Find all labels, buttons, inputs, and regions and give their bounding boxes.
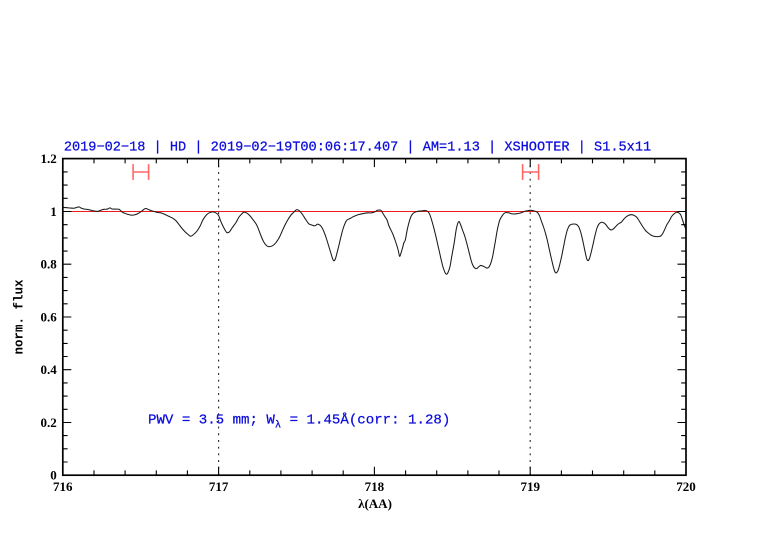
svg-text:0: 0 xyxy=(50,468,57,483)
svg-text:716: 716 xyxy=(53,479,73,494)
svg-text:PWV = 3.5 mm; Wλ = 1.45Å(corr:: PWV = 3.5 mm; Wλ = 1.45Å(corr: 1.28) xyxy=(148,412,450,432)
svg-text:720: 720 xyxy=(676,479,696,494)
svg-text:1: 1 xyxy=(50,204,57,219)
svg-text:0.2: 0.2 xyxy=(41,415,57,430)
svg-text:norm. flux: norm. flux xyxy=(13,279,27,355)
svg-text:0.4: 0.4 xyxy=(41,362,58,377)
svg-text:719: 719 xyxy=(520,479,540,494)
svg-text:1.2: 1.2 xyxy=(41,151,57,166)
svg-text:718: 718 xyxy=(365,479,385,494)
svg-text:λ(AA): λ(AA) xyxy=(358,496,392,511)
svg-text:0.6: 0.6 xyxy=(41,309,58,324)
svg-text:0.8: 0.8 xyxy=(41,257,58,272)
svg-text:717: 717 xyxy=(209,479,229,494)
svg-text:2019−02−18 | HD | 2019−02−19T0: 2019−02−18 | HD | 2019−02−19T00:06:17.40… xyxy=(64,140,651,155)
